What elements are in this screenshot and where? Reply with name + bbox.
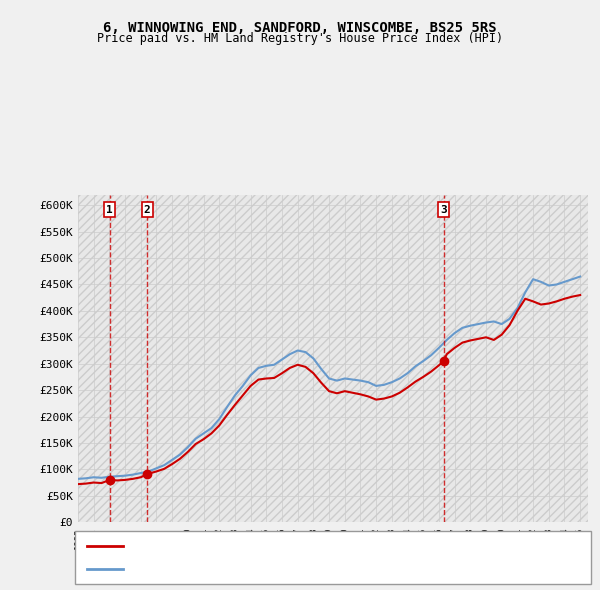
Text: 2: 2 [144,205,151,215]
Text: 3: 3 [440,205,447,215]
Text: 6, WINNOWING END, SANDFORD, WINSCOMBE, BS25 5RS (detached house): 6, WINNOWING END, SANDFORD, WINSCOMBE, B… [129,541,505,551]
Text: 6, WINNOWING END, SANDFORD, WINSCOMBE, BS25 5RS: 6, WINNOWING END, SANDFORD, WINSCOMBE, B… [103,21,497,35]
Text: Price paid vs. HM Land Registry's House Price Index (HPI): Price paid vs. HM Land Registry's House … [97,32,503,45]
Text: HPI: Average price, detached house, North Somerset: HPI: Average price, detached house, Nort… [129,564,423,574]
Text: 1: 1 [106,205,113,215]
